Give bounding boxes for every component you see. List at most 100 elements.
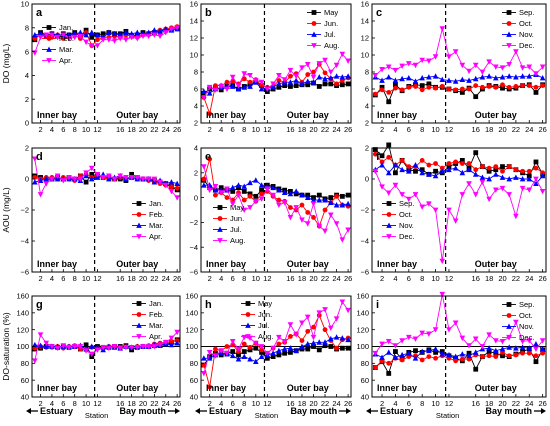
data-point (493, 354, 499, 359)
y-tick-label: 8 (25, 24, 29, 33)
x-tick-label: 2 (208, 399, 212, 408)
data-point (168, 26, 175, 32)
data-point (526, 83, 532, 88)
data-point (235, 86, 242, 92)
data-point (212, 187, 219, 193)
data-point (311, 344, 316, 349)
data-point (506, 43, 512, 49)
x-tick-label: 18 (127, 274, 135, 283)
inner-bay-label: Inner bay (206, 383, 246, 393)
data-point (479, 179, 486, 186)
data-point (419, 83, 425, 88)
inner-bay-label: Inner bay (37, 383, 77, 393)
data-point (276, 78, 282, 83)
y-tick-label: 14 (361, 17, 369, 26)
legend: May Jun. Jul. Aug. (213, 203, 245, 245)
outer-bay-label: Outer bay (475, 383, 517, 393)
y-tick-label: 140 (185, 309, 198, 318)
x-tick-label: 16 (472, 399, 480, 408)
legend: Sep. Oct. Nov. Dec. (502, 8, 534, 50)
bay-mouth-arrowhead (541, 408, 546, 414)
data-point (345, 307, 351, 314)
data-point (46, 25, 52, 30)
data-point (506, 10, 512, 15)
data-point (310, 79, 317, 85)
y-tick-label: 160 (356, 292, 369, 301)
data-point (37, 34, 44, 41)
data-point (499, 346, 506, 352)
data-point (493, 171, 499, 177)
series-dec (372, 26, 546, 79)
data-point (43, 32, 50, 38)
legend-label: Dec. (399, 232, 414, 241)
data-point (311, 10, 317, 15)
data-point (218, 348, 224, 354)
inner-bay-label: Inner bay (37, 110, 77, 120)
data-point (386, 360, 392, 366)
x-tick-label: 24 (162, 274, 170, 283)
y-tick-label: 40 (21, 393, 29, 402)
x-tick-label: 2 (38, 399, 42, 408)
data-point (218, 84, 224, 90)
panel-label: f (376, 151, 380, 163)
data-point (162, 25, 169, 32)
data-point (520, 350, 525, 356)
y-tick-label: 4 (194, 144, 198, 153)
data-point (426, 331, 432, 337)
data-point (513, 345, 519, 351)
data-point (513, 352, 519, 358)
data-point (270, 184, 276, 191)
data-point (293, 77, 299, 83)
data-point (466, 77, 472, 83)
data-point (432, 172, 439, 179)
data-point (439, 291, 446, 298)
data-point (379, 153, 385, 159)
y-tick-label: 2 (25, 144, 29, 153)
data-point (399, 75, 405, 82)
data-point (288, 334, 293, 339)
data-point (480, 354, 485, 359)
data-point (100, 31, 106, 37)
series-aug (201, 164, 351, 243)
data-point (106, 29, 112, 35)
data-point (235, 192, 242, 199)
data-point (304, 221, 311, 227)
data-point (174, 25, 180, 31)
data-point (136, 234, 142, 240)
data-point (310, 197, 317, 203)
data-point (88, 176, 95, 182)
data-point (446, 351, 452, 358)
series-aug (201, 299, 351, 377)
data-point (247, 344, 253, 350)
estuary-annotation: Estuary (195, 406, 242, 416)
x-tick-label: 8 (420, 399, 424, 408)
data-point (386, 90, 392, 95)
data-point (412, 78, 419, 84)
data-point (37, 332, 44, 338)
y-tick-label: 0 (25, 175, 29, 184)
data-point (506, 344, 512, 350)
data-point (432, 346, 439, 352)
legend-label: May (324, 8, 338, 17)
data-point (345, 81, 351, 87)
data-point (446, 327, 452, 333)
data-point (316, 223, 323, 230)
data-point (473, 167, 479, 173)
data-point (247, 179, 253, 186)
series-line (374, 294, 544, 354)
data-point (253, 345, 259, 351)
data-point (247, 356, 253, 362)
x-tick-label: 20 (139, 274, 147, 283)
data-point (117, 345, 124, 352)
data-point (392, 354, 399, 360)
data-point (229, 201, 236, 207)
data-point (506, 323, 512, 329)
data-point (385, 339, 392, 345)
data-point (230, 189, 236, 194)
data-point (486, 168, 492, 174)
data-point (412, 192, 419, 198)
data-point (245, 312, 251, 317)
data-point (94, 31, 101, 38)
data-point (94, 347, 101, 353)
